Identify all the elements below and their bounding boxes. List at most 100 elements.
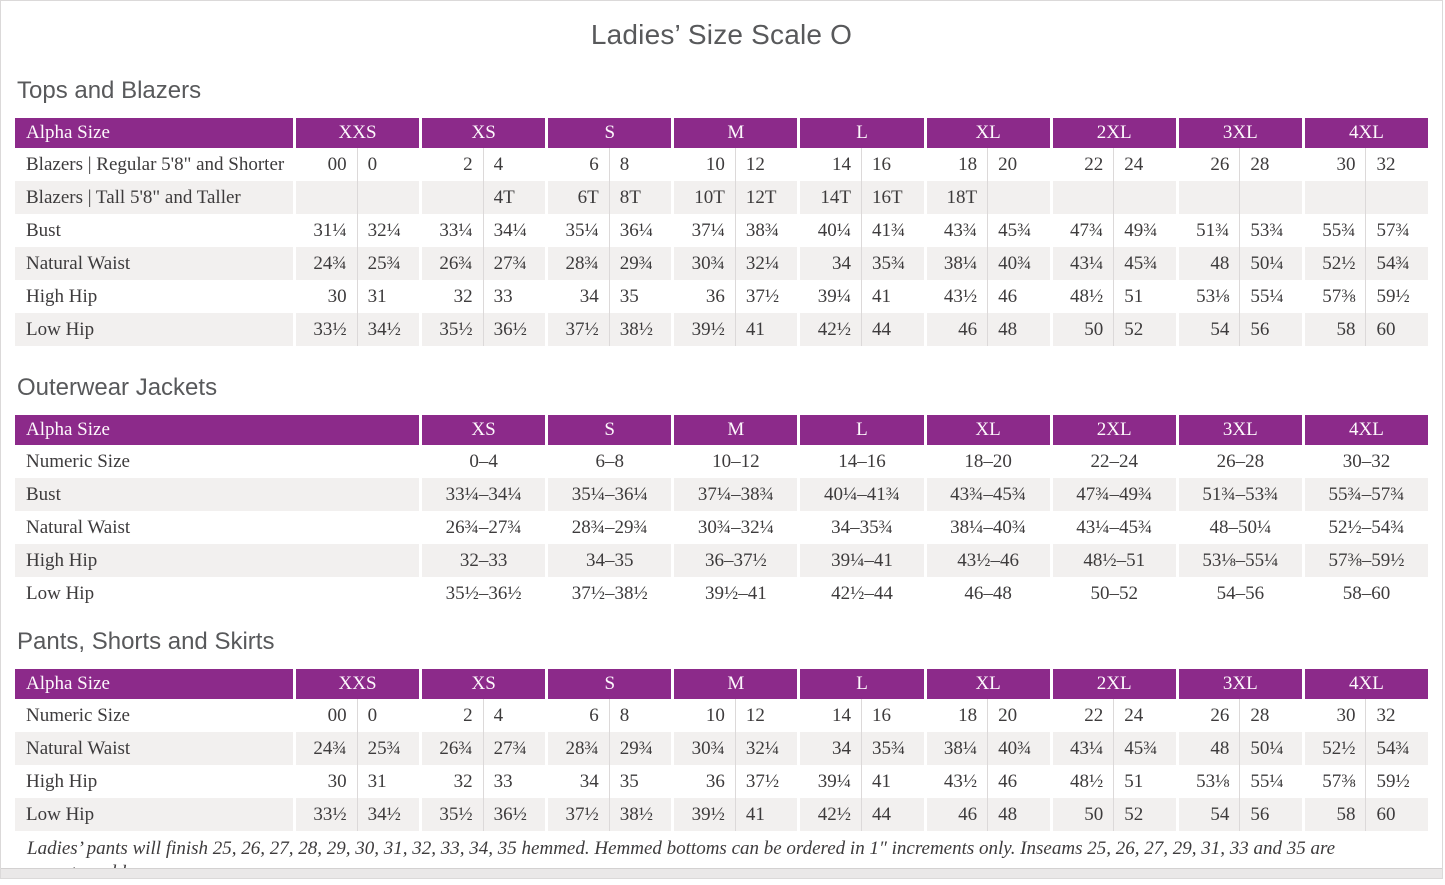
table-header-row: Alpha Size XS S M L XL 2XL 3XL 4XL <box>15 415 1428 445</box>
table-header-row: Alpha Size XXS XS S M L XL 2XL 3XL 4XL <box>15 118 1428 148</box>
size-cell: 46 <box>927 798 989 831</box>
size-cell: 34½ <box>367 804 401 825</box>
size-cell: 18T <box>927 181 989 214</box>
size-cell-group: 39½–41 <box>671 577 797 610</box>
size-cell-group: 30 32 <box>1301 148 1428 181</box>
size-cell: 0 <box>367 705 378 726</box>
size-cell: 24¾ <box>296 732 358 765</box>
size-group-header-m: M <box>671 415 798 445</box>
size-cell: 48–50¼ <box>1209 517 1272 538</box>
size-cell: 32 <box>1376 705 1396 726</box>
size-cell: 4T <box>493 187 515 208</box>
size-cell: 41 <box>872 771 891 792</box>
size-cell-group: 34–35¾ <box>797 511 923 544</box>
size-cell-group: 10 12 <box>671 699 797 732</box>
size-group-header-4xl: 4XL <box>1301 669 1428 699</box>
size-cell: 35½ <box>422 313 484 346</box>
size-cell-group <box>1301 181 1428 214</box>
size-group-label: 3XL <box>1222 122 1258 143</box>
size-group-label: XL <box>975 122 1001 143</box>
size-cell-group: 42½–44 <box>797 577 923 610</box>
size-cell-group: 35½–36½ <box>419 577 545 610</box>
size-group-header-4xl: 4XL <box>1301 118 1428 148</box>
size-cell: 58–60 <box>1342 583 1391 604</box>
table-row: Low Hip 35½–36½ 37½–38½ 39½–41 42½–44 46–48 50… <box>15 577 1428 610</box>
size-cell: 8 <box>619 705 630 726</box>
size-cell-group: 18 20 <box>923 148 1050 181</box>
size-cell: 29¾ <box>619 738 654 759</box>
size-cell-group: 30 31 <box>293 280 419 313</box>
size-cell: 47¾ <box>1053 214 1115 247</box>
size-cell: 42½ <box>800 798 862 831</box>
size-cell-group: 58 60 <box>1301 313 1428 346</box>
size-group-header-xxs: XXS <box>293 669 420 699</box>
size-cell-group: 18 20 <box>923 699 1050 732</box>
size-cell-group: 30¾ 32¼ <box>671 732 797 765</box>
size-cell-group: 39¼–41 <box>797 544 923 577</box>
size-cell-group: 46–48 <box>923 577 1050 610</box>
table-row: Natural Waist 24¾ 25¾ 26¾ 27¾ 28¾ 29¾ 30¾ 32¼ 34 3… <box>15 732 1428 765</box>
size-cell: 39¼–41 <box>831 550 893 571</box>
size-cell-group: 18–20 <box>923 445 1050 478</box>
size-cell: 32–33 <box>459 550 508 571</box>
size-cell: 12 <box>745 705 765 726</box>
size-cell: 41 <box>745 319 765 340</box>
size-cell: 32 <box>422 765 484 798</box>
size-cell-group: 22–24 <box>1049 445 1176 478</box>
size-cell: 37¼–38¾ <box>697 484 774 505</box>
size-cell-group: 32–33 <box>419 544 545 577</box>
size-cell: 30 <box>296 765 358 798</box>
size-cell: 41 <box>872 286 891 307</box>
size-cell: 50¼ <box>1250 253 1284 274</box>
size-cell: 52 <box>1124 319 1144 340</box>
size-cell: 28 <box>1250 154 1270 175</box>
size-cell: 43½–46 <box>957 550 1019 571</box>
size-cell: 31¼ <box>296 214 358 247</box>
size-cell-group: 14T 16T <box>797 181 923 214</box>
size-cell: 30¾ <box>674 247 736 280</box>
size-cell: 30 <box>1305 699 1367 732</box>
size-cell: 50 <box>1053 313 1115 346</box>
size-cell: 32 <box>422 280 484 313</box>
size-cell: 43½ <box>927 280 989 313</box>
size-group-header-3xl: 3XL <box>1175 118 1302 148</box>
size-cell: 2 <box>422 699 484 732</box>
size-cell: 35½ <box>422 798 484 831</box>
size-cell: 33½ <box>296 313 358 346</box>
size-cell: 43¼ <box>1053 732 1115 765</box>
table-row: Bust 33¼–34¼ 35¼–36¼ 37¼–38¾ 40¼–41¾ 43¾–45¾ 4… <box>15 478 1428 511</box>
size-cell-group: 26¾ 27¾ <box>419 247 545 280</box>
size-cell-group: 4T <box>419 181 545 214</box>
size-cell-group: 26 28 <box>1175 148 1302 181</box>
size-group-label: 2XL <box>1096 419 1132 440</box>
size-cell: 8T <box>619 187 641 208</box>
size-cell-group: 14 16 <box>797 148 923 181</box>
size-group-header-2xl: 2XL <box>1049 118 1176 148</box>
size-group-header-xs: XS <box>419 415 546 445</box>
size-cell: 24 <box>1124 154 1144 175</box>
size-cell-group: 22 24 <box>1049 148 1176 181</box>
size-cell-group: 35¼–36¼ <box>545 478 671 511</box>
size-cell: 36¼ <box>619 220 654 241</box>
size-group-header-s: S <box>545 415 672 445</box>
size-cell-group: 34–35 <box>545 544 671 577</box>
size-cell: 43¾–45¾ <box>950 484 1027 505</box>
size-cell <box>1240 181 1302 214</box>
size-cell: 45¾ <box>1124 253 1158 274</box>
size-cell: 36½ <box>493 804 527 825</box>
outerwear-jackets-table: Alpha Size XS S M L XL 2XL 3XL 4XL Numeric Size 0–… <box>15 415 1428 610</box>
table-row: Numeric Size 00 0 2 4 6 8 10 12 14 16 18 20 22 24 26 28 3… <box>15 699 1428 732</box>
size-cell: 50–52 <box>1090 583 1138 604</box>
size-cell: 54–56 <box>1216 583 1265 604</box>
size-cell: 38¼–40¾ <box>950 517 1027 538</box>
size-group-label: 4XL <box>1349 122 1384 143</box>
size-cell-group: 52½ 54¾ <box>1301 732 1428 765</box>
row-label: Low Hip <box>26 319 95 340</box>
size-cell-group: 34 35¾ <box>797 247 923 280</box>
size-cell-group: 48½ 51 <box>1049 765 1176 798</box>
size-cell-group: 10–12 <box>671 445 797 478</box>
size-cell: 12T <box>745 187 777 208</box>
size-cell: 6–8 <box>595 451 624 472</box>
section-title-outerwear-jackets: Outerwear Jackets <box>17 374 218 401</box>
